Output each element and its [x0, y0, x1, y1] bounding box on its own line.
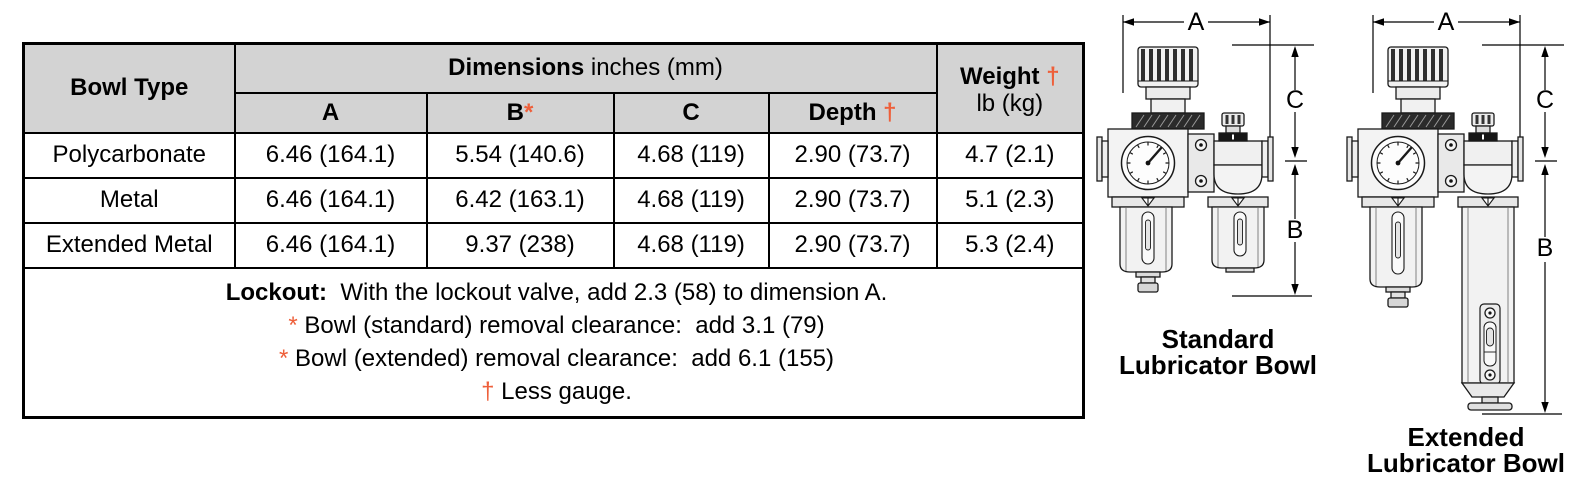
dimension-lines — [1122, 15, 1314, 297]
cell-b: 6.42 (163.1) — [425, 176, 615, 224]
table-footnotes: Lockout: With the lockout valve, add 2.3… — [22, 266, 1085, 419]
dimensions-table: Bowl Type Dimensions inches (mm) Weight … — [22, 42, 1086, 419]
header-col-a: A — [233, 91, 428, 134]
table-row-metal: Metal 6.46 (164.1) 6.42 (163.1) 4.68 (11… — [22, 176, 1085, 224]
dim-label-a: A — [1438, 8, 1455, 36]
extended-lubricator-bowl-diagram: A C B — [1346, 8, 1581, 422]
dagger-marker: † — [1039, 63, 1060, 91]
standard-diagram-caption: Standard Lubricator Bowl — [1119, 324, 1317, 380]
header-weight: Weight † lb (kg) — [935, 42, 1085, 134]
cell-weight: 5.1 (2.3) — [935, 176, 1085, 224]
header-col-b: B* — [425, 91, 615, 134]
frl-unit-drawing — [1346, 46, 1524, 411]
dim-label-a: A — [1188, 8, 1205, 36]
cell-depth: 2.90 (73.7) — [767, 176, 938, 224]
standard-lubricator-bowl-diagram: A C B — [1096, 8, 1331, 310]
table-row-polycarbonate: Polycarbonate 6.46 (164.1) 5.54 (140.6) … — [22, 131, 1085, 179]
dim-label-b: B — [1537, 234, 1554, 262]
header-bowl-type: Bowl Type — [22, 42, 236, 134]
dagger-marker: † — [876, 98, 897, 126]
cell-a: 6.46 (164.1) — [233, 176, 428, 224]
extended-diagram-caption: Extended Lubricator Bowl — [1367, 422, 1565, 478]
dagger-marker: † — [481, 377, 495, 405]
dimension-arrowheads — [1373, 18, 1549, 413]
note-lockout: Lockout: With the lockout valve, add 2.3… — [225, 278, 888, 306]
dim-label-c: C — [1286, 86, 1304, 114]
drain-fitting — [1467, 402, 1513, 411]
cell-c: 4.68 (119) — [612, 131, 770, 179]
cell-bowl-type: Polycarbonate — [22, 131, 236, 179]
dimension-arrowheads — [1123, 18, 1299, 295]
header-dimensions: Dimensions inches (mm) — [233, 42, 938, 94]
cell-a: 6.46 (164.1) — [233, 221, 428, 269]
dim-label-c: C — [1536, 86, 1554, 114]
note-bowl-standard: * Bowl (standard) removal clearance: add… — [288, 311, 825, 339]
cell-bowl-type: Metal — [22, 176, 236, 224]
cell-a: 6.46 (164.1) — [233, 131, 428, 179]
cell-b: 9.37 (238) — [425, 221, 615, 269]
cell-depth: 2.90 (73.7) — [767, 131, 938, 179]
table-row-extended-metal: Extended Metal 6.46 (164.1) 9.37 (238) 4… — [22, 221, 1085, 269]
drain-fitting — [1387, 297, 1409, 308]
note-less-gauge: † Less gauge. — [481, 377, 632, 405]
drain-fitting — [1137, 282, 1159, 293]
frl-unit-drawing — [1096, 46, 1274, 293]
cell-weight: 4.7 (2.1) — [935, 131, 1085, 179]
gauge-needle — [1397, 146, 1413, 164]
header-col-c: C — [612, 91, 770, 134]
cell-bowl-type: Extended Metal — [22, 221, 236, 269]
cell-c: 4.68 (119) — [612, 176, 770, 224]
cell-b: 5.54 (140.6) — [425, 131, 615, 179]
asterisk-marker: * — [288, 311, 298, 339]
header-col-depth: Depth † — [767, 91, 938, 134]
asterisk-marker: * — [279, 344, 289, 372]
gauge-needle — [1147, 146, 1163, 164]
cell-c: 4.68 (119) — [612, 221, 770, 269]
cell-depth: 2.90 (73.7) — [767, 221, 938, 269]
note-bowl-extended: * Bowl (extended) removal clearance: add… — [279, 344, 834, 372]
cell-weight: 5.3 (2.4) — [935, 221, 1085, 269]
dim-label-b: B — [1287, 216, 1304, 244]
asterisk-marker: * — [524, 98, 534, 126]
